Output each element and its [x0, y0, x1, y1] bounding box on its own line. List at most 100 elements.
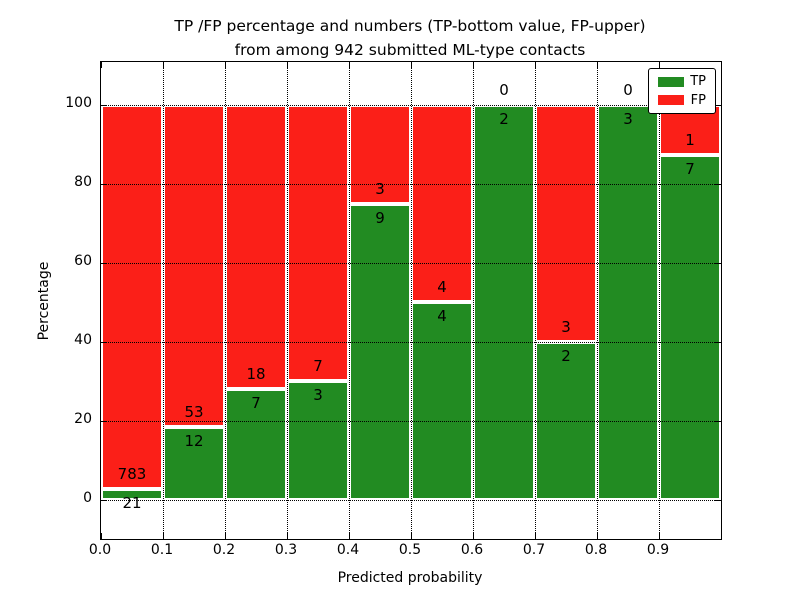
bar-segment-fp	[287, 105, 349, 382]
fp-count-label: 1	[685, 130, 695, 149]
x-tick-mark	[101, 533, 102, 539]
legend-entry-label: TP	[690, 74, 706, 90]
tp-swatch	[658, 76, 684, 87]
x-tick-mark	[473, 533, 474, 539]
gridline-vertical	[349, 62, 350, 539]
fp-count-label: 18	[246, 365, 266, 384]
x-tick-mark	[287, 62, 288, 68]
y-tick-label: 40	[74, 331, 92, 348]
fp-count-label: 3	[375, 179, 385, 198]
bar-segment-tp	[287, 381, 349, 500]
bar-segment-fp	[225, 105, 287, 390]
x-axis-label: Predicted probability	[337, 570, 483, 586]
gridline-vertical	[287, 62, 288, 539]
y-tick-mark	[101, 499, 107, 501]
y-tick-mark	[715, 184, 721, 186]
y-tick-mark	[715, 420, 721, 422]
fp-count-label: 53	[184, 402, 204, 421]
fp-count-label: 7	[313, 357, 323, 376]
fp-swatch	[658, 95, 684, 106]
bar-segment-tp	[473, 105, 535, 500]
y-tick-label: 100	[65, 95, 92, 112]
y-tick-mark	[715, 263, 721, 265]
tp-count-label: 9	[375, 208, 385, 227]
tp-count-label: 3	[623, 110, 633, 129]
x-tick-label: 0.9	[646, 542, 670, 558]
tp-count-label: 7	[685, 159, 695, 178]
x-tick-mark	[163, 533, 164, 539]
y-tick-mark	[101, 184, 107, 186]
x-tick-mark	[597, 533, 598, 539]
gridline-vertical	[473, 62, 474, 539]
gridline-vertical	[659, 62, 660, 539]
x-tick-label: 0.7	[522, 542, 546, 558]
gridline-vertical	[535, 62, 536, 539]
bar-segment-tp	[225, 389, 287, 500]
tp-count-label: 4	[437, 307, 447, 326]
x-tick-label: 0.8	[584, 542, 608, 558]
x-tick-mark	[411, 62, 412, 68]
chart-title-line2: from among 942 submitted ML-type contact…	[234, 41, 586, 59]
x-tick-label: 0.6	[460, 542, 484, 558]
x-tick-label: 0.0	[88, 542, 112, 558]
legend-entry: TP	[658, 74, 706, 89]
x-tick-mark	[349, 62, 350, 68]
x-tick-mark	[287, 533, 288, 539]
y-tick-mark	[715, 105, 721, 107]
bar-segment-tp	[411, 302, 473, 500]
x-tick-label: 0.1	[150, 542, 174, 558]
bar-segment-fp	[535, 105, 597, 342]
gridline-vertical	[411, 62, 412, 539]
tp-count-label: 7	[251, 394, 261, 413]
fp-count-label: 0	[499, 81, 509, 100]
x-tick-mark	[163, 62, 164, 68]
x-tick-mark	[473, 62, 474, 68]
legend: TP FP	[648, 68, 716, 114]
tp-count-label: 2	[499, 110, 509, 129]
legend-entry-label: FP	[690, 92, 706, 108]
x-tick-mark	[597, 62, 598, 68]
y-tick-label: 20	[74, 410, 92, 427]
bar-segment-tp	[101, 489, 163, 500]
bar-segment-fp	[163, 105, 225, 427]
y-tick-mark	[101, 420, 107, 422]
chart-title-line1: TP /FP percentage and numbers (TP-bottom…	[174, 17, 646, 35]
tp-count-label: 21	[122, 494, 142, 513]
x-tick-label: 0.2	[212, 542, 236, 558]
chart-title: TP /FP percentage and numbers (TP-bottom…	[100, 14, 720, 62]
y-tick-label: 0	[83, 489, 92, 506]
bar-segment-tp	[659, 154, 721, 500]
x-tick-mark	[225, 533, 226, 539]
bar-segment-tp	[349, 203, 411, 500]
y-axis-label: Percentage	[36, 261, 52, 341]
x-tick-mark	[411, 533, 412, 539]
bar-segment-fp	[349, 105, 411, 204]
bar-segment-fp	[101, 105, 163, 490]
gridline-vertical	[597, 62, 598, 539]
y-tick-mark	[101, 341, 107, 343]
gridline-vertical	[163, 62, 164, 539]
fp-count-label: 4	[437, 278, 447, 297]
bar-segment-tp	[597, 105, 659, 500]
x-tick-mark	[659, 533, 660, 539]
x-tick-mark	[535, 62, 536, 68]
tp-count-label: 3	[313, 386, 323, 405]
tp-count-label: 2	[561, 346, 571, 365]
bar-segment-fp	[411, 105, 473, 303]
plot-area: TP FP 783 21 53 12 18 7 7 3 3 9 4 4 0 2 3 2 0 3 1 7	[100, 61, 722, 540]
x-tick-label: 0.3	[274, 542, 298, 558]
x-tick-mark	[349, 533, 350, 539]
bar-segment-tp	[535, 341, 597, 500]
y-tick-mark	[101, 105, 107, 107]
x-tick-mark	[659, 62, 660, 68]
y-tick-mark	[101, 263, 107, 265]
x-tick-mark	[535, 533, 536, 539]
legend-entry: FP	[658, 93, 706, 108]
x-tick-mark	[101, 62, 102, 68]
fp-count-label: 783	[117, 465, 147, 484]
x-tick-mark	[225, 62, 226, 68]
gridline-vertical	[225, 62, 226, 539]
x-tick-label: 0.4	[336, 542, 360, 558]
y-tick-label: 60	[74, 253, 92, 270]
